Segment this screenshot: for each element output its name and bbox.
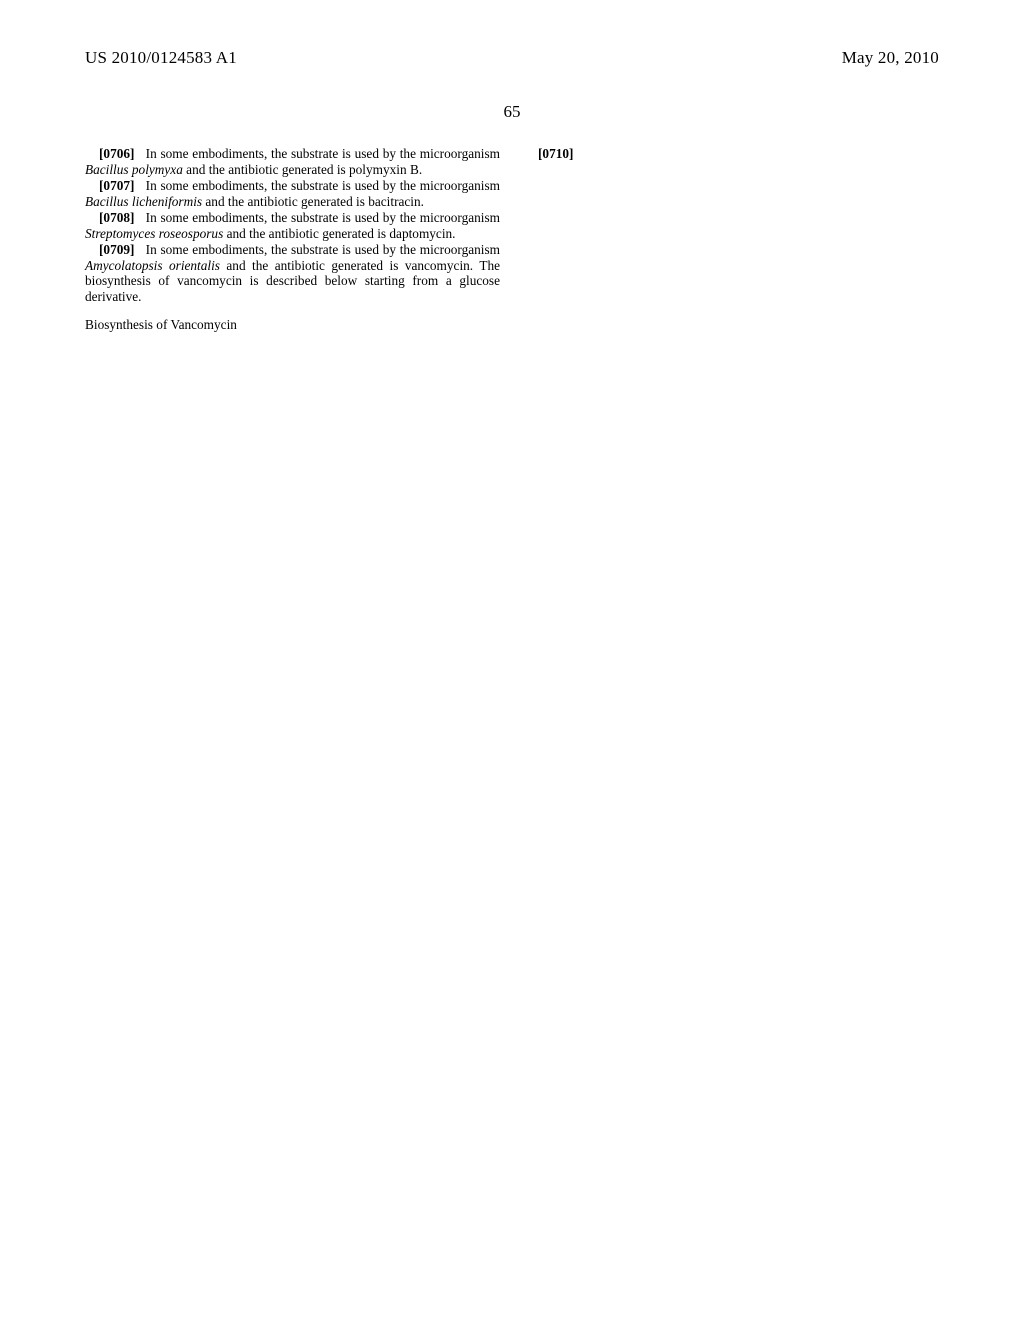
para-tail: and the antibiotic generated is daptomyc… xyxy=(223,226,455,241)
organism-name: Bacillus polymyxa xyxy=(85,162,183,177)
two-column-body: [0706] In some embodiments, the substrat… xyxy=(85,146,939,356)
para-tail: and the antibiotic generated is polymyxi… xyxy=(183,162,422,177)
para-lead: In some embodiments, the substrate is us… xyxy=(146,210,500,225)
organism-name: Streptomyces roseosporus xyxy=(85,226,223,241)
para-number: [0707] xyxy=(99,178,134,193)
para-lead: In some embodiments, the substrate is us… xyxy=(146,242,500,257)
section-heading: Biosynthesis of Vancomycin xyxy=(85,317,500,333)
para-number: [0706] xyxy=(99,146,134,161)
publication-number: US 2010/0124583 A1 xyxy=(85,48,237,68)
para-number: [0710] xyxy=(538,146,573,161)
para-lead: In some embodiments, the substrate is us… xyxy=(146,178,500,193)
organism-name: Bacillus licheniformis xyxy=(85,194,202,209)
publication-date: May 20, 2010 xyxy=(842,48,939,68)
para-lead: In some embodiments, the substrate is us… xyxy=(146,146,500,161)
organism-name: Amycolatopsis orientalis xyxy=(85,258,220,273)
paragraph-0706: [0706] In some embodiments, the substrat… xyxy=(85,146,500,177)
para-number: [0708] xyxy=(99,210,134,225)
para-tail: and the antibiotic generated is bacitrac… xyxy=(202,194,424,209)
paragraph-0708: [0708] In some embodiments, the substrat… xyxy=(85,210,500,241)
page-header: US 2010/0124583 A1 May 20, 2010 xyxy=(85,48,939,68)
page-number: 65 xyxy=(504,102,521,122)
paragraph-0710: [0710] xyxy=(524,146,939,162)
paragraph-0707: [0707] In some embodiments, the substrat… xyxy=(85,178,500,209)
para-number: [0709] xyxy=(99,242,134,257)
patent-page: US 2010/0124583 A1 May 20, 2010 65 [0706… xyxy=(0,0,1024,1320)
paragraph-0709: [0709] In some embodiments, the substrat… xyxy=(85,242,500,304)
